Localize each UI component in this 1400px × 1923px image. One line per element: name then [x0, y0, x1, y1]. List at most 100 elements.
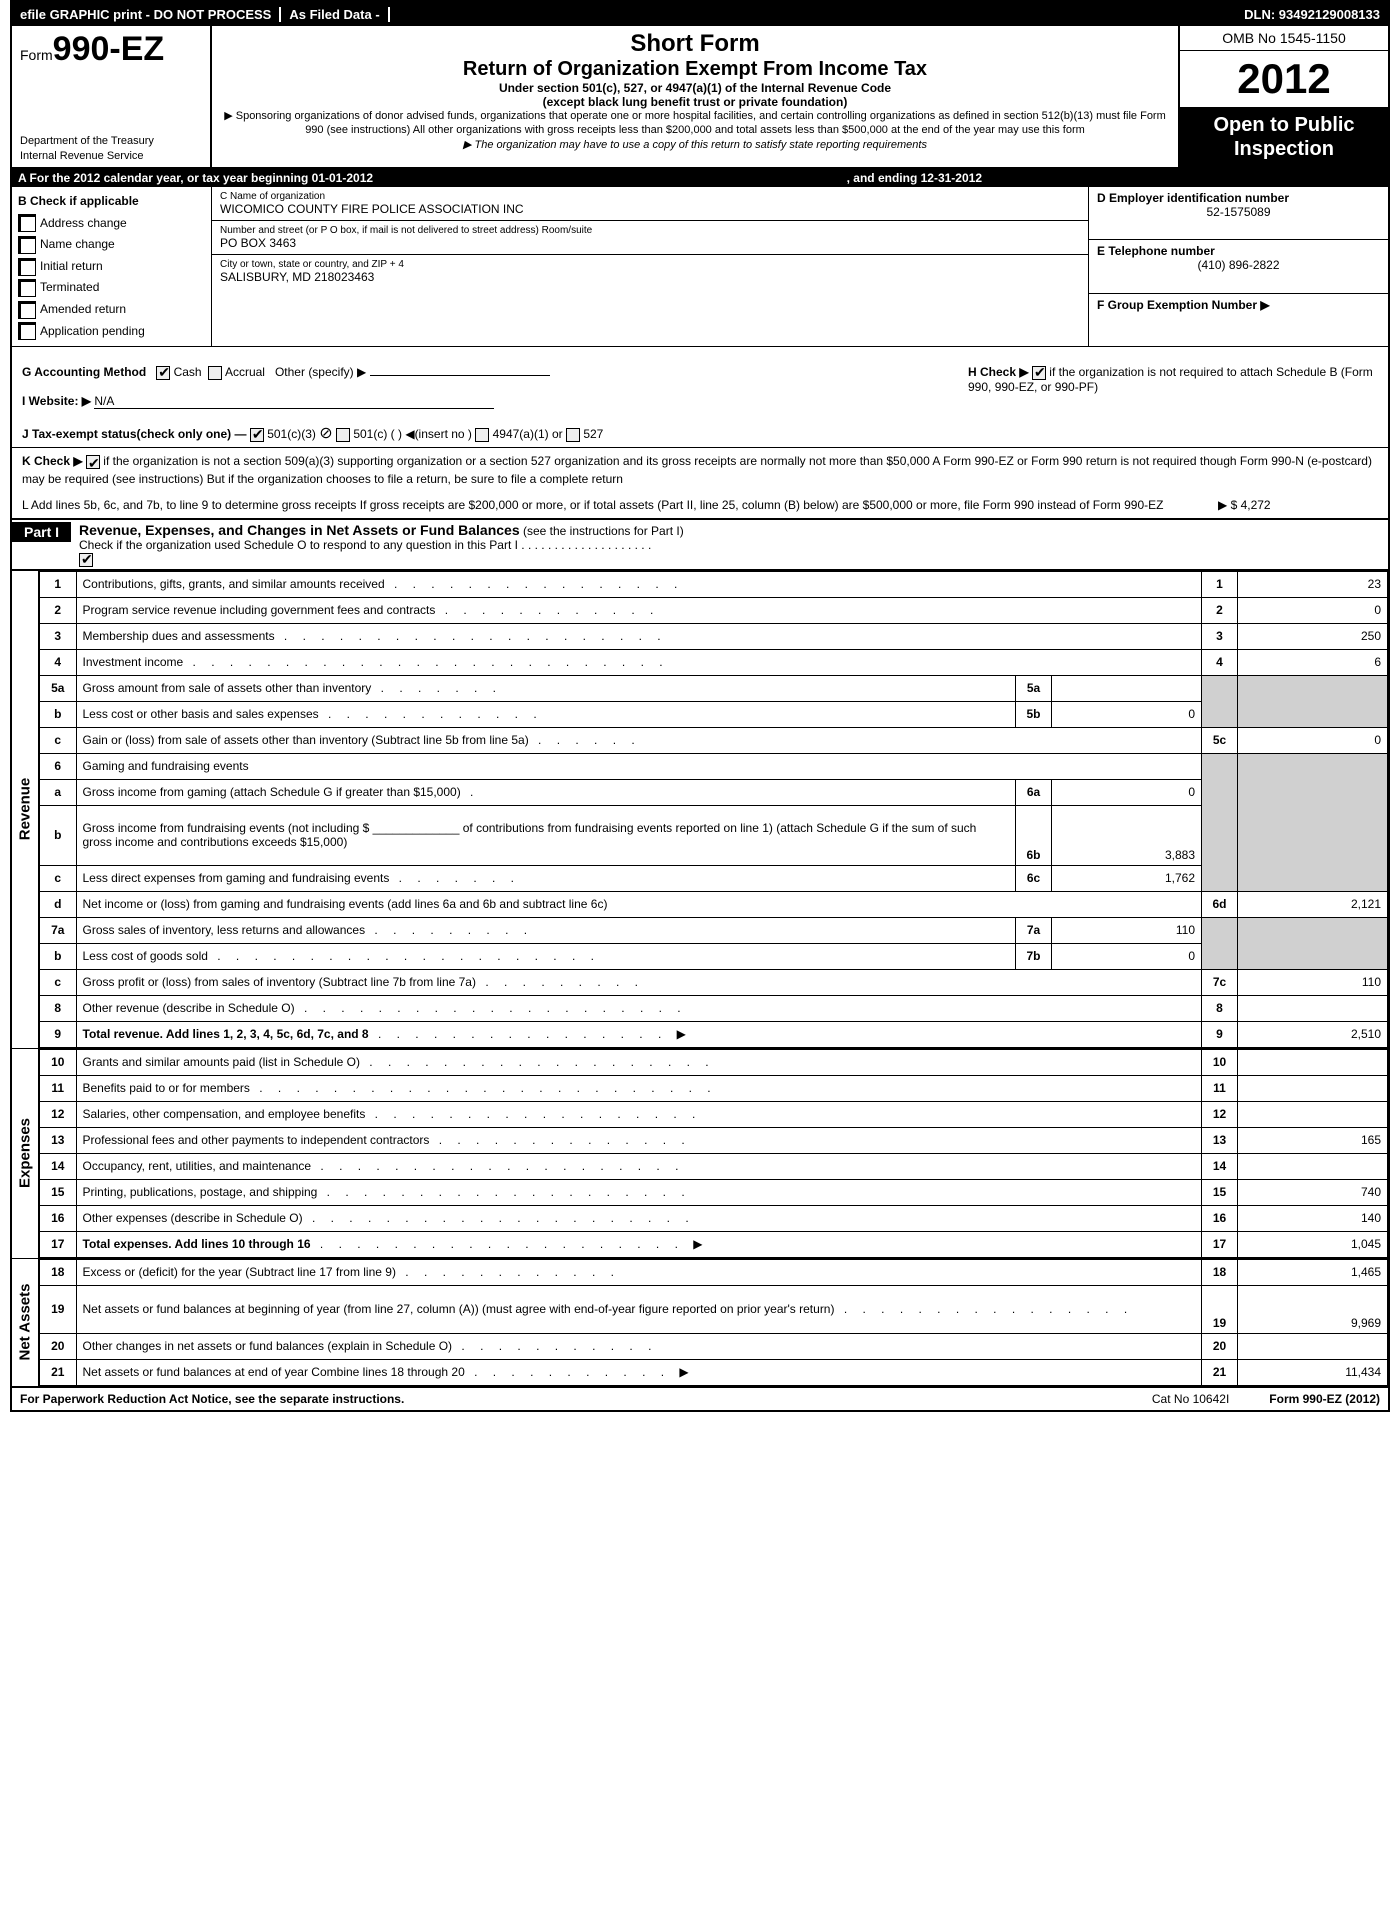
form-number: Form990-EZ: [20, 30, 202, 69]
part1-title: Revenue, Expenses, and Changes in Net As…: [79, 522, 520, 538]
row-l: L Add lines 5b, 6c, and 7b, to line 9 to…: [12, 492, 1388, 518]
org-name: WICOMICO COUNTY FIRE POLICE ASSOCIATION …: [220, 202, 1080, 216]
form-page: efile GRAPHIC print - DO NOT PROCESS As …: [10, 0, 1390, 1412]
h-schedule-b: H Check ▶ if the organization is not req…: [958, 347, 1388, 447]
ln1-d: Contributions, gifts, grants, and simila…: [83, 577, 385, 591]
ln12-k: 12: [1202, 1101, 1238, 1127]
ln1-n: 1: [40, 571, 76, 597]
c-label: C Name of organization: [220, 191, 1080, 202]
chk-terminated[interactable]: Terminated: [18, 277, 205, 299]
ln10-v: [1238, 1049, 1388, 1075]
ln5a-sv: [1052, 675, 1202, 701]
g-label: G Accounting Method: [22, 365, 146, 379]
ln11-n: 11: [40, 1075, 76, 1101]
e-label: E Telephone number: [1097, 244, 1380, 258]
chk-accrual[interactable]: [208, 366, 222, 380]
g-other: Other (specify) ▶: [275, 365, 366, 379]
chk-initial-return[interactable]: Initial return: [18, 256, 205, 278]
row-a-end: , and ending 12-31-2012: [847, 171, 1382, 185]
footer-left: For Paperwork Reduction Act Notice, see …: [20, 1392, 1112, 1406]
ln17-n: 17: [40, 1231, 76, 1257]
city-value: SALISBURY, MD 218023463: [220, 270, 1080, 284]
chk-address-change[interactable]: Address change: [18, 213, 205, 235]
chk-k[interactable]: [86, 455, 100, 469]
ln6c-sk: 6c: [1016, 865, 1052, 891]
ln13-d: Professional fees and other payments to …: [83, 1133, 430, 1147]
dept-line1: Department of the Treasury: [20, 134, 202, 148]
ln6c-d: Less direct expenses from gaming and fun…: [83, 871, 390, 885]
shade-6: [1202, 753, 1238, 891]
netassets-label: Net Assets: [12, 1259, 40, 1386]
ln7b-n: b: [40, 943, 76, 969]
netassets-section: Net Assets 18 Excess or (deficit) for the…: [12, 1258, 1388, 1386]
h-label: H Check ▶: [968, 365, 1029, 379]
ln15-k: 15: [1202, 1179, 1238, 1205]
ln12-d: Salaries, other compensation, and employ…: [83, 1107, 366, 1121]
expenses-label: Expenses: [12, 1049, 40, 1258]
g-other-input[interactable]: [370, 375, 550, 376]
shade-7: [1202, 917, 1238, 969]
ln6d-d: Net income or (loss) from gaming and fun…: [76, 891, 1202, 917]
chk-pending[interactable]: Application pending: [18, 321, 205, 343]
shade-6v: [1238, 753, 1388, 891]
tax-year: 2012: [1180, 51, 1388, 107]
revenue-label-text: Revenue: [17, 778, 34, 841]
ln6c-sv: 1,762: [1052, 865, 1202, 891]
chk-501c[interactable]: [336, 428, 350, 442]
ln2-v: 0: [1238, 597, 1388, 623]
ln1-k: 1: [1202, 571, 1238, 597]
ln16-n: 16: [40, 1205, 76, 1231]
ln3-v: 250: [1238, 623, 1388, 649]
ln18-n: 18: [40, 1259, 76, 1285]
chk-amended[interactable]: Amended return: [18, 299, 205, 321]
street-label: Number and street (or P O box, if mail i…: [220, 225, 1080, 236]
title-short-form: Short Form: [222, 30, 1168, 58]
chk-501c3[interactable]: [250, 428, 264, 442]
ln15-v: 740: [1238, 1179, 1388, 1205]
ln18-d: Excess or (deficit) for the year (Subtra…: [83, 1265, 396, 1279]
chk-cash[interactable]: [156, 366, 170, 380]
shade-7v: [1238, 917, 1388, 969]
part1-sub: (see the instructions for Part I): [523, 524, 684, 538]
ln14-k: 14: [1202, 1153, 1238, 1179]
ln6d-n: d: [40, 891, 76, 917]
as-filed-label: As Filed Data -: [281, 7, 389, 22]
group-exemption-cell: F Group Exemption Number ▶: [1089, 294, 1388, 346]
ln7a-d: Gross sales of inventory, less returns a…: [83, 923, 366, 937]
ln19-d: Net assets or fund balances at beginning…: [83, 1302, 835, 1316]
ln5b-sv: 0: [1052, 701, 1202, 727]
g-cash: Cash: [174, 365, 202, 379]
chk-schedule-b[interactable]: [1032, 366, 1046, 380]
ln6-d: Gaming and fundraising events: [76, 753, 1202, 779]
ln19-n: 19: [40, 1285, 76, 1333]
ln18-v: 1,465: [1238, 1259, 1388, 1285]
ln11-v: [1238, 1075, 1388, 1101]
ln8-k: 8: [1202, 995, 1238, 1021]
ln6a-n: a: [40, 779, 76, 805]
chk-527[interactable]: [566, 428, 580, 442]
ln14-n: 14: [40, 1153, 76, 1179]
ein-cell: D Employer identification number 52-1575…: [1089, 187, 1388, 240]
ln9-d: Total revenue. Add lines 1, 2, 3, 4, 5c,…: [83, 1027, 369, 1041]
city-cell: City or town, state or country, and ZIP …: [212, 255, 1088, 288]
expenses-section: Expenses 10Grants and similar amounts pa…: [12, 1048, 1388, 1258]
form-header: Form990-EZ Department of the Treasury In…: [12, 26, 1388, 169]
street-cell: Number and street (or P O box, if mail i…: [212, 221, 1088, 255]
ln7c-v: 110: [1238, 969, 1388, 995]
phone-value: (410) 896-2822: [1097, 258, 1380, 272]
chk-schedule-o[interactable]: [79, 553, 93, 567]
ln7a-sv: 110: [1052, 917, 1202, 943]
ln7c-n: c: [40, 969, 76, 995]
ln16-k: 16: [1202, 1205, 1238, 1231]
open-public-1: Open to Public: [1180, 113, 1388, 137]
chk-4947[interactable]: [475, 428, 489, 442]
ln5c-d: Gain or (loss) from sale of assets other…: [83, 733, 529, 747]
ln20-d: Other changes in net assets or fund bala…: [83, 1339, 453, 1353]
revenue-table: 1 Contributions, gifts, grants, and simil…: [40, 571, 1388, 1048]
ln3-d: Membership dues and assessments: [83, 629, 275, 643]
ln17-k: 17: [1202, 1231, 1238, 1257]
ln18-k: 18: [1202, 1259, 1238, 1285]
g-accrual: Accrual: [225, 365, 265, 379]
ln5c-v: 0: [1238, 727, 1388, 753]
chk-name-change[interactable]: Name change: [18, 234, 205, 256]
